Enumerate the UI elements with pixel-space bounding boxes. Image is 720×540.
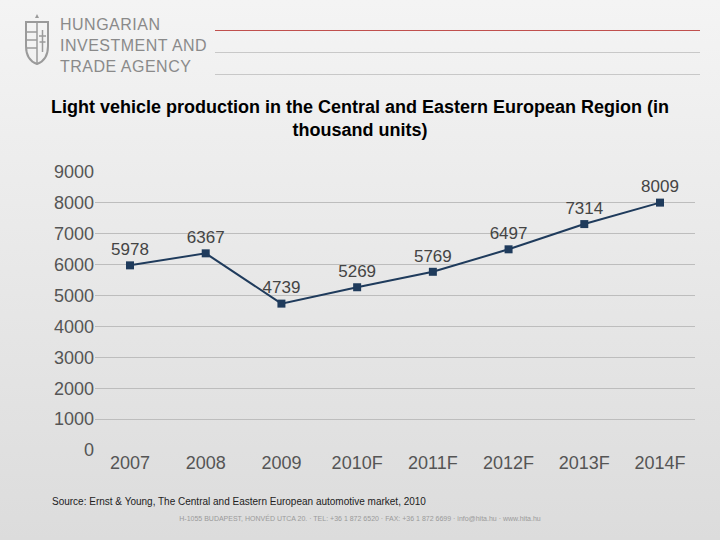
svg-text:2012F: 2012F: [483, 453, 534, 473]
svg-text:0: 0: [84, 440, 94, 460]
svg-text:2007: 2007: [110, 453, 150, 473]
svg-text:5769: 5769: [414, 247, 452, 266]
svg-text:7314: 7314: [565, 199, 603, 218]
html-text:INVESTMENT AND: INVESTMENT AND: [60, 37, 208, 54]
svg-text:2009: 2009: [261, 453, 301, 473]
svg-text:8000: 8000: [54, 193, 94, 213]
svg-text:5978: 5978: [111, 240, 149, 259]
svg-text:3000: 3000: [54, 348, 94, 368]
svg-text:2014F: 2014F: [634, 453, 685, 473]
svg-text:2010F: 2010F: [332, 453, 383, 473]
svg-text:9000: 9000: [54, 162, 94, 182]
svg-text:4000: 4000: [54, 317, 94, 337]
svg-text:6367: 6367: [187, 228, 225, 247]
svg-text:7000: 7000: [54, 224, 94, 244]
svg-text:2013F: 2013F: [559, 453, 610, 473]
svg-text:5000: 5000: [54, 286, 94, 306]
html-text:TRADE AGENCY: TRADE AGENCY: [60, 58, 192, 75]
html-text:Source: Ernst & Young, The Cen: Source: Ernst & Young, The Central and E…: [52, 496, 426, 507]
html-text:H-1055 BUDAPEST, HONVÉD UTCA 2: H-1055 BUDAPEST, HONVÉD UTCA 20. · TEL: …: [179, 515, 541, 522]
svg-text:2011F: 2011F: [408, 453, 458, 473]
html-text:HUNGARIAN: HUNGARIAN: [60, 16, 161, 33]
svg-text:6000: 6000: [54, 255, 94, 275]
svg-text:6497: 6497: [490, 224, 528, 243]
svg-text:5269: 5269: [338, 262, 376, 281]
svg-text:2008: 2008: [186, 453, 226, 473]
svg-text:8009: 8009: [641, 177, 679, 196]
html-text:Light vehicle production in th: Light vehicle production in the Central …: [51, 97, 669, 140]
svg-text:1000: 1000: [54, 409, 94, 429]
svg-text:4739: 4739: [263, 278, 301, 297]
svg-text:2000: 2000: [54, 379, 94, 399]
